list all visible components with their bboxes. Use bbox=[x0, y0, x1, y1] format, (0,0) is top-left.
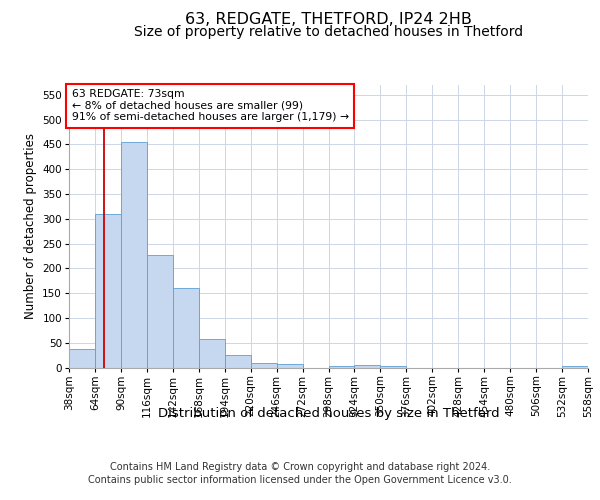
Bar bbox=[199, 339, 224, 368]
Bar bbox=[329, 366, 355, 368]
Text: 63 REDGATE: 73sqm
← 8% of detached houses are smaller (99)
91% of semi-detached : 63 REDGATE: 73sqm ← 8% of detached house… bbox=[71, 89, 349, 122]
Text: 63, REDGATE, THETFORD, IP24 2HB: 63, REDGATE, THETFORD, IP24 2HB bbox=[185, 12, 472, 28]
Bar bbox=[355, 364, 380, 368]
Bar bbox=[95, 214, 121, 368]
Text: Contains public sector information licensed under the Open Government Licence v3: Contains public sector information licen… bbox=[88, 475, 512, 485]
Bar bbox=[562, 366, 588, 368]
Text: Contains HM Land Registry data © Crown copyright and database right 2024.: Contains HM Land Registry data © Crown c… bbox=[110, 462, 490, 472]
Text: Size of property relative to detached houses in Thetford: Size of property relative to detached ho… bbox=[134, 25, 523, 39]
Bar bbox=[277, 364, 302, 368]
Bar bbox=[380, 366, 406, 368]
Bar bbox=[147, 256, 173, 368]
Bar bbox=[251, 362, 277, 368]
Bar bbox=[173, 288, 199, 368]
Bar bbox=[224, 355, 251, 368]
Bar bbox=[121, 142, 147, 368]
Y-axis label: Number of detached properties: Number of detached properties bbox=[24, 133, 37, 320]
Text: Distribution of detached houses by size in Thetford: Distribution of detached houses by size … bbox=[158, 408, 500, 420]
Bar bbox=[69, 348, 95, 368]
